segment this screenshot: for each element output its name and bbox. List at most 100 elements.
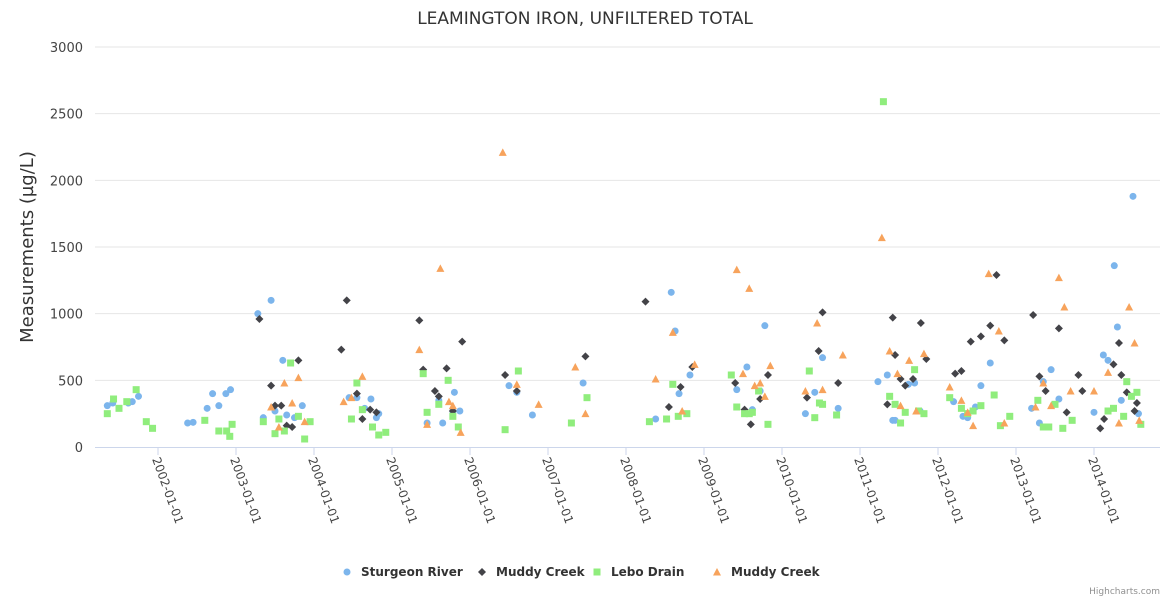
data-point[interactable]: [1078, 387, 1087, 395]
data-point[interactable]: [663, 415, 671, 423]
data-point[interactable]: [288, 399, 297, 407]
data-point[interactable]: [1127, 392, 1135, 400]
data-point[interactable]: [732, 265, 741, 274]
data-point[interactable]: [763, 371, 772, 379]
data-point[interactable]: [819, 400, 827, 408]
data-point[interactable]: [567, 419, 575, 427]
data-point[interactable]: [801, 410, 809, 418]
data-point[interactable]: [1047, 401, 1056, 410]
data-point[interactable]: [347, 393, 356, 402]
data-point[interactable]: [746, 420, 755, 429]
data-point[interactable]: [512, 380, 521, 388]
data-point[interactable]: [358, 415, 367, 423]
data-point[interactable]: [267, 381, 276, 390]
data-point[interactable]: [1090, 387, 1098, 395]
data-point[interactable]: [280, 427, 288, 435]
data-point[interactable]: [277, 401, 286, 410]
data-point[interactable]: [279, 356, 287, 364]
data-point[interactable]: [741, 410, 749, 418]
data-point[interactable]: [339, 397, 348, 406]
data-point[interactable]: [920, 410, 928, 418]
data-point[interactable]: [1059, 424, 1067, 432]
data-point[interactable]: [992, 271, 1001, 279]
data-point[interactable]: [802, 393, 811, 402]
data-point[interactable]: [743, 363, 751, 371]
data-point[interactable]: [1000, 336, 1009, 345]
data-point[interactable]: [1062, 408, 1071, 417]
data-point[interactable]: [886, 392, 894, 400]
data-point[interactable]: [834, 379, 843, 387]
data-point[interactable]: [664, 403, 673, 411]
data-point[interactable]: [893, 369, 902, 378]
data-point[interactable]: [1047, 366, 1055, 374]
data-point[interactable]: [423, 420, 432, 428]
data-point[interactable]: [1100, 415, 1109, 423]
data-point[interactable]: [814, 347, 823, 355]
data-point[interactable]: [436, 264, 445, 272]
data-point[interactable]: [977, 382, 985, 390]
data-point[interactable]: [760, 392, 769, 400]
data-point[interactable]: [255, 315, 264, 323]
data-point[interactable]: [1045, 423, 1053, 431]
data-point[interactable]: [415, 345, 424, 354]
data-point[interactable]: [300, 417, 309, 426]
data-point[interactable]: [811, 388, 819, 396]
data-point[interactable]: [1031, 403, 1040, 411]
data-point[interactable]: [430, 387, 439, 395]
data-point[interactable]: [1130, 407, 1139, 415]
data-point[interactable]: [745, 284, 754, 292]
data-point[interactable]: [766, 361, 775, 370]
data-point[interactable]: [645, 418, 653, 426]
data-point[interactable]: [375, 431, 383, 439]
data-point[interactable]: [454, 423, 462, 431]
data-point[interactable]: [945, 383, 954, 391]
data-point[interactable]: [951, 369, 960, 378]
data-point[interactable]: [911, 366, 919, 374]
data-point[interactable]: [267, 296, 275, 304]
data-point[interactable]: [916, 319, 925, 327]
data-point[interactable]: [528, 411, 536, 419]
data-point[interactable]: [498, 148, 507, 156]
data-point[interactable]: [1006, 412, 1014, 420]
data-point[interactable]: [1132, 399, 1141, 407]
data-point[interactable]: [919, 349, 928, 358]
data-point[interactable]: [294, 373, 303, 382]
data-point[interactable]: [579, 379, 587, 387]
data-point[interactable]: [110, 395, 118, 403]
data-point[interactable]: [885, 347, 894, 355]
data-point[interactable]: [1066, 387, 1075, 395]
data-point[interactable]: [1137, 420, 1145, 428]
data-point[interactable]: [1114, 339, 1123, 347]
data-point[interactable]: [651, 375, 660, 383]
data-point[interactable]: [184, 419, 192, 427]
data-point[interactable]: [756, 379, 765, 387]
data-point[interactable]: [1035, 372, 1044, 381]
data-point[interactable]: [366, 405, 375, 414]
data-point[interactable]: [690, 360, 699, 368]
data-point[interactable]: [896, 401, 905, 410]
data-point[interactable]: [1034, 396, 1042, 404]
data-point[interactable]: [103, 402, 111, 410]
data-point[interactable]: [678, 407, 687, 415]
data-point[interactable]: [1104, 356, 1112, 364]
data-point[interactable]: [957, 367, 966, 375]
data-point[interactable]: [294, 356, 303, 365]
data-point[interactable]: [1039, 423, 1047, 431]
legend-item[interactable]: Muddy Creek: [478, 565, 586, 579]
data-point[interactable]: [1117, 371, 1126, 379]
data-point[interactable]: [901, 408, 909, 416]
data-point[interactable]: [957, 404, 965, 412]
data-point[interactable]: [1099, 351, 1107, 359]
data-point[interactable]: [353, 379, 361, 387]
data-point[interactable]: [1000, 419, 1009, 427]
data-point[interactable]: [1110, 404, 1117, 412]
data-point[interactable]: [288, 423, 297, 431]
data-point[interactable]: [683, 410, 691, 418]
data-point[interactable]: [271, 430, 279, 438]
data-point[interactable]: [1054, 273, 1063, 282]
data-point[interactable]: [275, 415, 283, 423]
data-point[interactable]: [905, 356, 914, 364]
data-point[interactable]: [369, 423, 376, 431]
data-point[interactable]: [226, 432, 234, 440]
data-point[interactable]: [675, 390, 683, 398]
